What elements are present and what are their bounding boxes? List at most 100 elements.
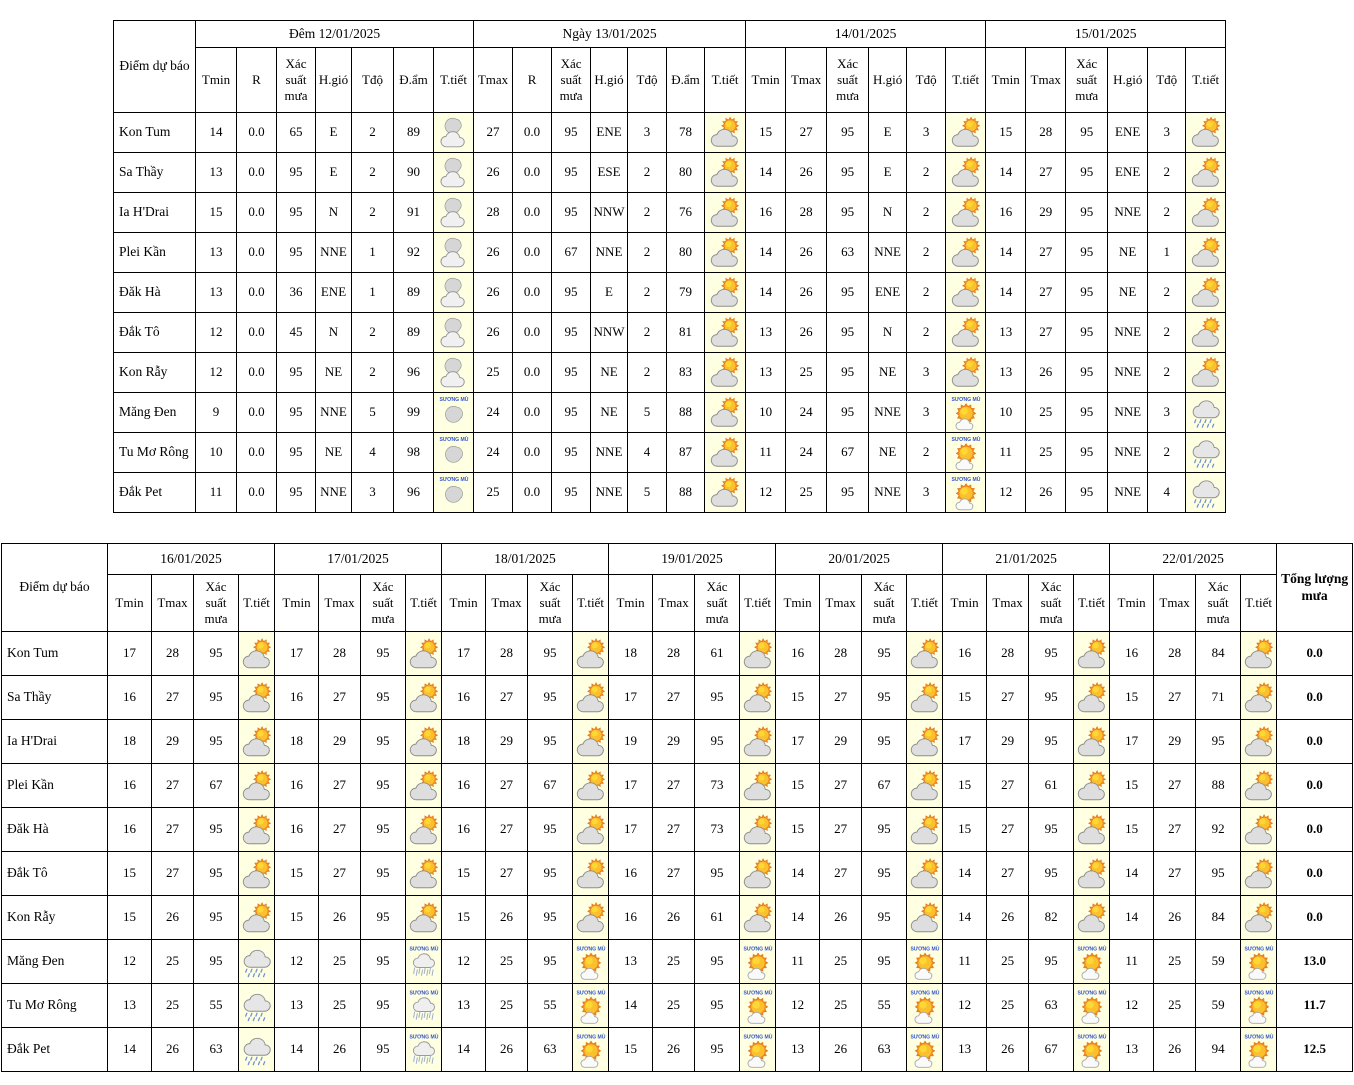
- column-header: H.gió: [868, 47, 908, 113]
- weather-cell: SƯƠNG MÙ: [405, 939, 443, 984]
- value-cell: 27: [986, 675, 1030, 720]
- weather-cell: [704, 392, 747, 433]
- value-cell: 59: [1195, 983, 1242, 1028]
- value-cell: 16: [274, 807, 320, 852]
- value-cell: 95: [1195, 719, 1242, 764]
- table-body: Kon Tum 14 0.0 65 E 2 89 27 0.0 95 ENE 3 78 15 27 95 E 3 1…: [113, 112, 1227, 513]
- value-cell: 26: [986, 1027, 1030, 1072]
- fog-sun-icon: SƯƠNG MÙ: [576, 1033, 605, 1068]
- value-cell: 25: [318, 939, 362, 984]
- weather-cell: [704, 152, 747, 193]
- value-cell: 95: [193, 675, 239, 720]
- value-cell: 12: [1109, 983, 1155, 1028]
- value-cell: 95: [826, 272, 870, 313]
- value-cell: 14: [775, 895, 821, 940]
- value-cell: 11: [745, 432, 787, 473]
- value-cell: 89: [393, 112, 434, 153]
- column-header: Tmin: [942, 574, 988, 632]
- value-cell: 27: [1025, 232, 1067, 273]
- weather-cell: [1073, 895, 1111, 940]
- table-row: Kon Rẫy 15 26 95 15 26 95 15 26 95 16 26 61 14 26 95 14 2…: [1, 895, 1354, 940]
- value-cell: 25: [151, 939, 194, 984]
- location-cell: Măng Đen: [113, 392, 196, 433]
- sun-cloud-icon: [1077, 681, 1106, 712]
- svg-text:SƯƠNG MÙ: SƯƠNG MÙ: [1077, 989, 1106, 996]
- value-cell: ENE: [590, 112, 629, 153]
- value-cell: 17: [441, 631, 487, 676]
- value-cell: 25: [986, 939, 1030, 984]
- value-cell: 95: [826, 472, 870, 513]
- value-cell: 94: [1195, 1027, 1242, 1072]
- weather-cell: [237, 1027, 276, 1072]
- location-cell: Ia H'Drai: [1, 719, 108, 764]
- value-cell: 61: [694, 631, 741, 676]
- value-cell: 26: [151, 895, 194, 940]
- value-cell: 4: [351, 432, 394, 473]
- date-group-header: 20/01/2025: [775, 543, 944, 575]
- weather-cell: [704, 432, 747, 473]
- column-header: Xác suất mưa: [861, 574, 908, 632]
- weather-cell: [237, 631, 276, 676]
- value-cell: 84: [1195, 631, 1242, 676]
- value-cell: 15: [942, 675, 988, 720]
- value-cell: 28: [473, 192, 514, 233]
- table-row: Măng Đen 12 25 95 12 25 95 SƯƠNG MÙ 12 25 95 SƯƠNG …: [1, 939, 1354, 984]
- weather-cell: [405, 895, 443, 940]
- value-cell: 15: [985, 112, 1027, 153]
- sun-cloud-icon: [743, 725, 772, 756]
- value-cell: 17: [608, 763, 654, 808]
- weather-cell: [739, 675, 777, 720]
- location-cell: Plei Kần: [1, 763, 108, 808]
- value-cell: 67: [193, 763, 239, 808]
- location-cell: Sa Thầy: [1, 675, 108, 720]
- value-cell: 95: [360, 631, 407, 676]
- svg-text:SƯƠNG MÙ: SƯƠNG MÙ: [951, 476, 980, 483]
- value-cell: 14: [985, 152, 1027, 193]
- column-header: Tmax: [819, 574, 863, 632]
- sun-cloud-icon: [1244, 637, 1273, 668]
- column-header: Tmax: [1153, 574, 1197, 632]
- value-cell: 67: [861, 763, 908, 808]
- sun-cloud-icon: [576, 901, 605, 932]
- value-cell: 27: [1153, 851, 1197, 896]
- value-cell: 26: [485, 895, 529, 940]
- value-cell: 2: [1147, 152, 1187, 193]
- value-cell: 26: [473, 272, 514, 313]
- fog-sun-icon: SƯƠNG MÙ: [743, 945, 772, 980]
- value-cell: 25: [819, 939, 863, 984]
- value-cell: 0.0: [236, 112, 277, 153]
- moon-cloud-icon: [440, 278, 465, 308]
- value-cell: 12: [775, 983, 821, 1028]
- table-row: Plei Kần 16 27 67 16 27 95 16 27 67 17 27 73 15 27 67 15…: [1, 763, 1354, 808]
- value-cell: 25: [473, 472, 514, 513]
- fog-sun-icon: SƯƠNG MÙ: [910, 989, 939, 1024]
- value-cell: 95: [193, 631, 239, 676]
- value-cell: 61: [694, 895, 741, 940]
- value-cell: 29: [986, 719, 1030, 764]
- weather-cell: [739, 807, 777, 852]
- sun-cloud-icon: [710, 316, 740, 347]
- sun-cloud-icon: [1244, 769, 1273, 800]
- value-cell: ESE: [590, 152, 629, 193]
- value-cell: 95: [551, 272, 592, 313]
- sun-cloud-icon: [1077, 725, 1106, 756]
- value-cell: 2: [906, 152, 947, 193]
- value-cell: 16: [107, 763, 152, 808]
- sun-cloud-icon: [576, 857, 605, 888]
- sun-cloud-icon: [576, 681, 605, 712]
- weather-cell: [704, 112, 747, 153]
- column-header: Tmin: [985, 47, 1027, 113]
- weather-cell: [1240, 675, 1278, 720]
- fog-sun-icon: SƯƠNG MÙ: [1244, 1033, 1273, 1068]
- value-cell: NNE: [315, 472, 352, 513]
- value-cell: 27: [652, 763, 696, 808]
- column-header: Tmin: [1109, 574, 1155, 632]
- value-cell: 55: [527, 983, 574, 1028]
- sun-cloud-icon: [242, 637, 271, 668]
- value-cell: 27: [1153, 675, 1197, 720]
- sun-cloud-icon: [743, 769, 772, 800]
- weather-cell: SƯƠNG MÙ: [1073, 983, 1111, 1028]
- value-cell: 26: [318, 1027, 362, 1072]
- column-header: R: [236, 47, 277, 113]
- weather-cell: SƯƠNG MÙ: [405, 983, 443, 1028]
